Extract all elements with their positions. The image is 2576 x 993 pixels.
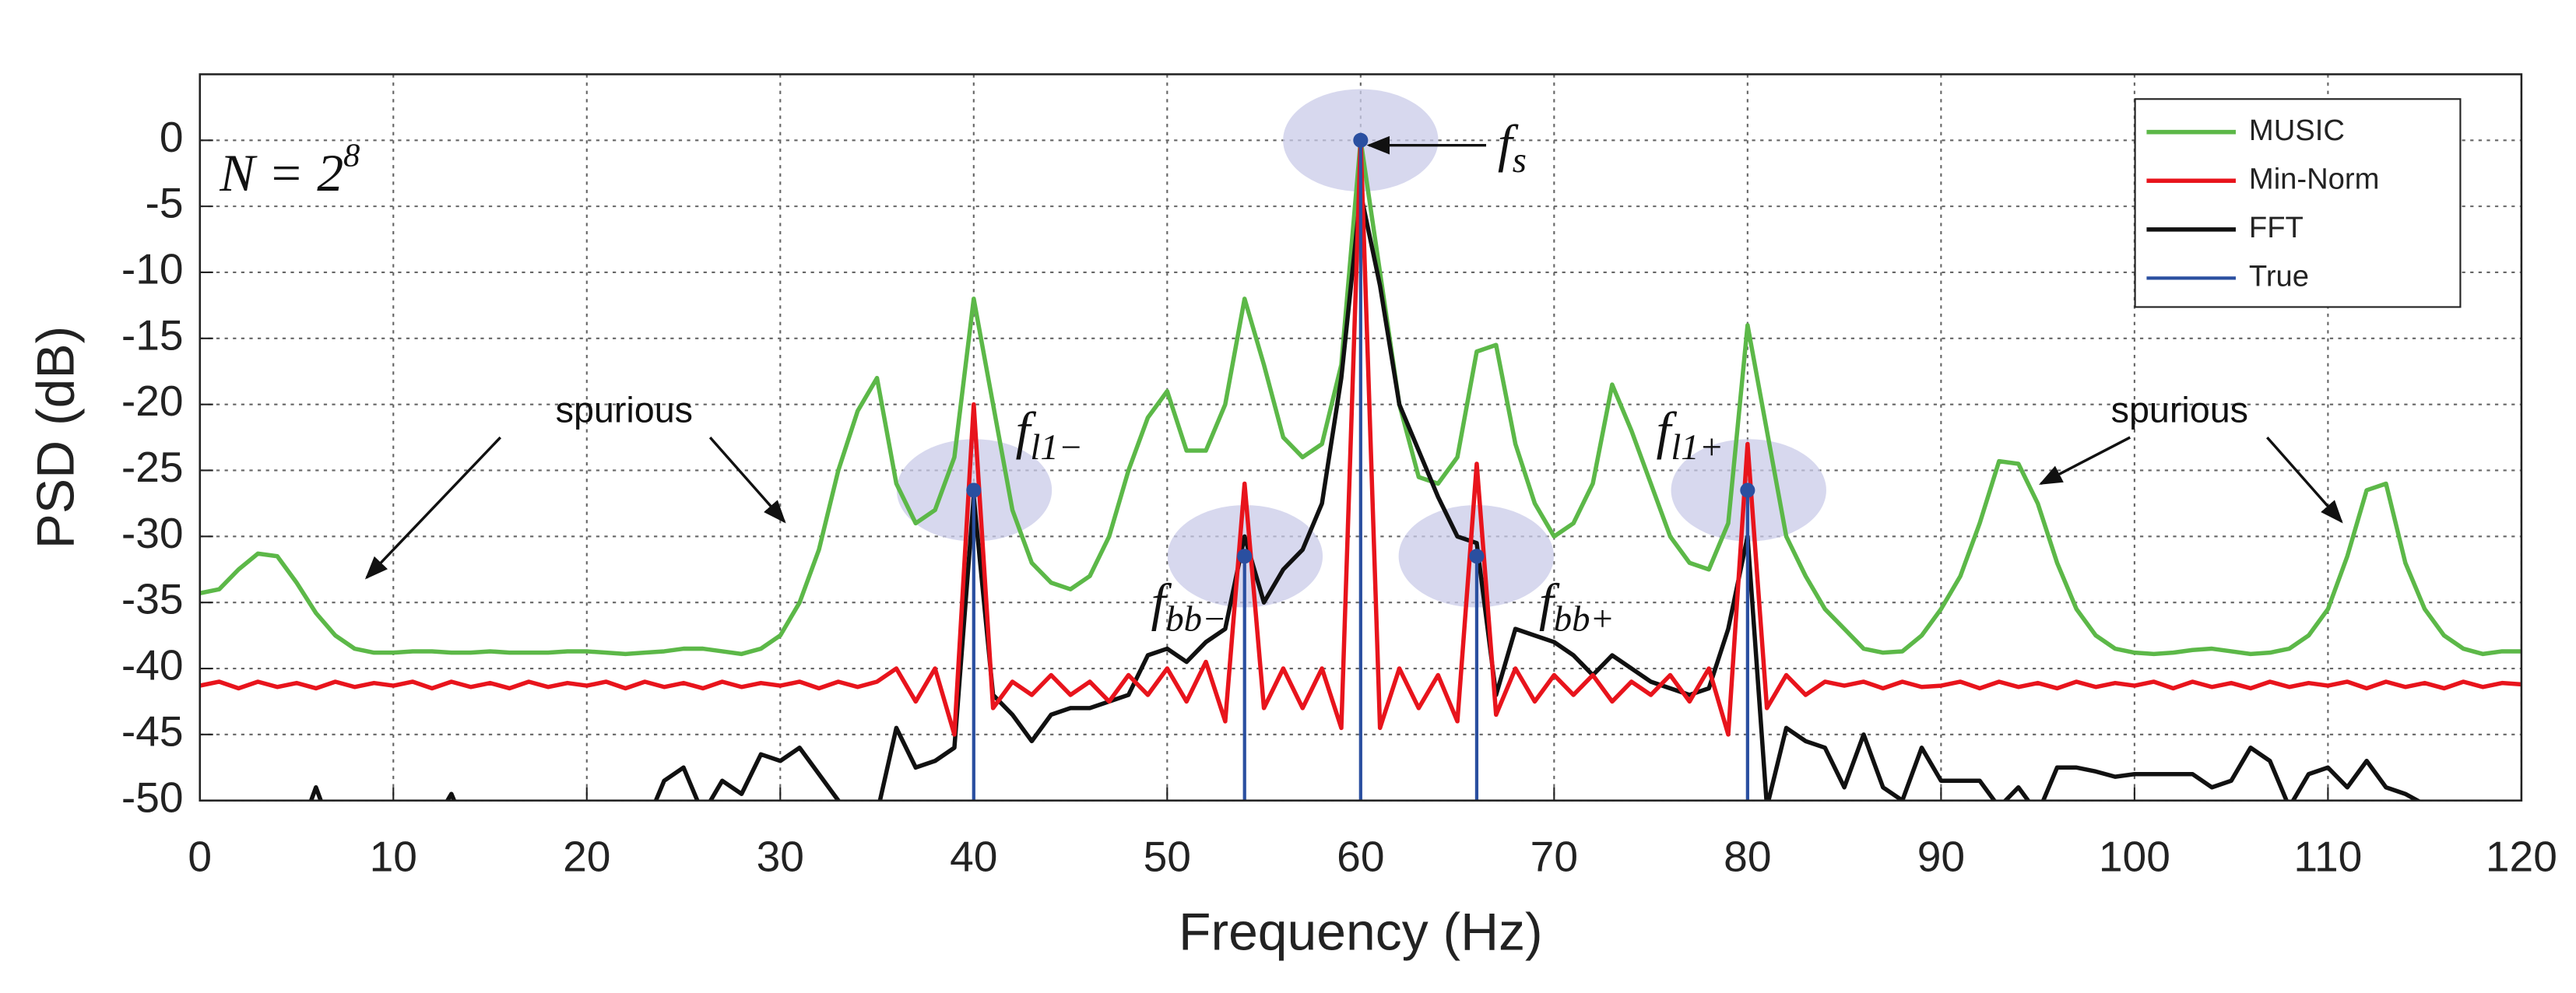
y-tick-label: -10: [121, 245, 184, 293]
annotation: fl1+: [1656, 402, 1724, 468]
annotation: spurious: [556, 390, 693, 430]
annotation-sub: l1−: [1030, 427, 1083, 468]
x-tick-label: 110: [2293, 833, 2362, 881]
stem-marker: [1237, 549, 1253, 564]
annotation-sup: 8: [343, 137, 360, 174]
x-tick-label: 80: [1724, 833, 1771, 881]
x-tick-label: 40: [950, 833, 997, 881]
annotation-sub: bb+: [1554, 598, 1615, 639]
legend-label: FFT: [2249, 211, 2304, 244]
plot-series: [199, 132, 2522, 801]
annotation-arrow: [364, 436, 502, 580]
legend-label: MUSIC: [2249, 114, 2345, 147]
stem-marker: [966, 482, 982, 498]
x-tick-label: 100: [2099, 833, 2170, 881]
annotation-text: spurious: [2111, 390, 2248, 430]
stem-marker: [1740, 482, 1755, 498]
y-tick-label: -45: [121, 707, 184, 755]
x-tick-label: 10: [370, 833, 417, 881]
x-tick-label: 90: [1917, 833, 1965, 881]
y-tick-label: 0: [160, 113, 184, 161]
annotation-arrow: [2039, 436, 2131, 485]
y-tick-label: -35: [121, 575, 184, 623]
annotation: spurious: [2111, 390, 2248, 430]
legend: MUSIC Min-Norm FFT True: [2134, 98, 2462, 308]
x-axis-label: Frequency (Hz): [1179, 904, 1543, 962]
x-tick-label: 50: [1144, 833, 1191, 881]
annotation-arrow: [2265, 436, 2343, 524]
y-tick-label: -20: [121, 377, 184, 425]
x-tick-label: 70: [1530, 833, 1578, 881]
y-tick-label: -15: [121, 311, 184, 359]
y-tick-label: -50: [121, 773, 184, 821]
annotation-sub: l1+: [1671, 427, 1724, 468]
y-tick-label: -5: [146, 179, 184, 227]
annotation-text: N = 2: [219, 144, 343, 202]
annotation-sub: s: [1513, 140, 1527, 181]
legend-label: Min-Norm: [2249, 162, 2379, 195]
annotation-arrow: [708, 436, 786, 524]
x-tick-label: 60: [1337, 833, 1384, 881]
x-tick-label: 0: [188, 833, 212, 881]
legend-label: True: [2249, 259, 2309, 293]
y-axis-label: PSD (dB): [26, 326, 85, 549]
annotation: fs: [1498, 114, 1527, 180]
annotation: fl1−: [1016, 402, 1084, 468]
x-tick-label: 30: [757, 833, 804, 881]
y-tick-label: -25: [121, 443, 184, 491]
x-tick-label: 20: [563, 833, 610, 881]
y-tick-label: -30: [121, 509, 184, 557]
plot-frame: [199, 73, 2523, 802]
y-tick-label: -40: [121, 641, 184, 689]
annotation: N = 28: [219, 137, 360, 202]
annotation: fbb−: [1151, 573, 1226, 639]
annotation-text: spurious: [556, 390, 693, 430]
stem-marker: [1469, 549, 1485, 564]
stem-marker: [1353, 132, 1369, 148]
annotation-sub: bb−: [1165, 598, 1226, 639]
x-tick-label: 120: [2486, 833, 2557, 881]
